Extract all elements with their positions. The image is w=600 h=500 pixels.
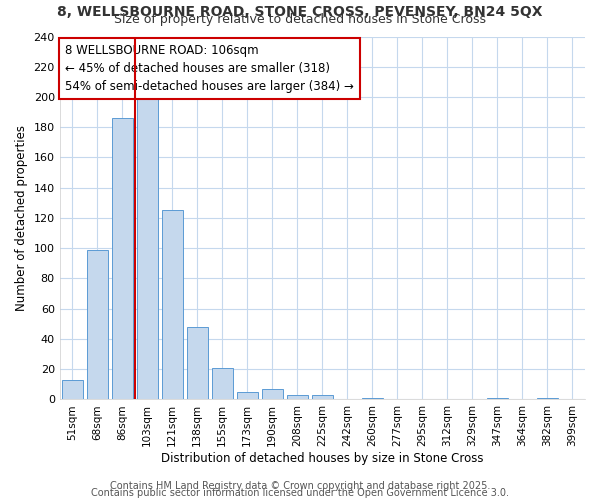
Text: Contains public sector information licensed under the Open Government Licence 3.: Contains public sector information licen… [91,488,509,498]
Bar [212,368,233,400]
Bar [161,210,183,400]
Bar [362,398,383,400]
Text: 8 WELLSBOURNE ROAD: 106sqm
← 45% of detached houses are smaller (318)
54% of sem: 8 WELLSBOURNE ROAD: 106sqm ← 45% of deta… [65,44,354,93]
Text: Contains HM Land Registry data © Crown copyright and database right 2025.: Contains HM Land Registry data © Crown c… [110,481,490,491]
Bar [62,380,83,400]
Bar [112,118,133,400]
Bar [487,398,508,400]
Bar [236,392,258,400]
Text: Size of property relative to detached houses in Stone Cross: Size of property relative to detached ho… [114,12,486,26]
Text: 8, WELLSBOURNE ROAD, STONE CROSS, PEVENSEY, BN24 5QX: 8, WELLSBOURNE ROAD, STONE CROSS, PEVENS… [57,5,543,19]
X-axis label: Distribution of detached houses by size in Stone Cross: Distribution of detached houses by size … [161,452,484,465]
Bar [137,94,158,400]
Bar [287,395,308,400]
Bar [312,395,333,400]
Bar [187,327,208,400]
Bar [262,389,283,400]
Y-axis label: Number of detached properties: Number of detached properties [15,125,28,311]
Bar [86,250,108,400]
Bar [537,398,558,400]
